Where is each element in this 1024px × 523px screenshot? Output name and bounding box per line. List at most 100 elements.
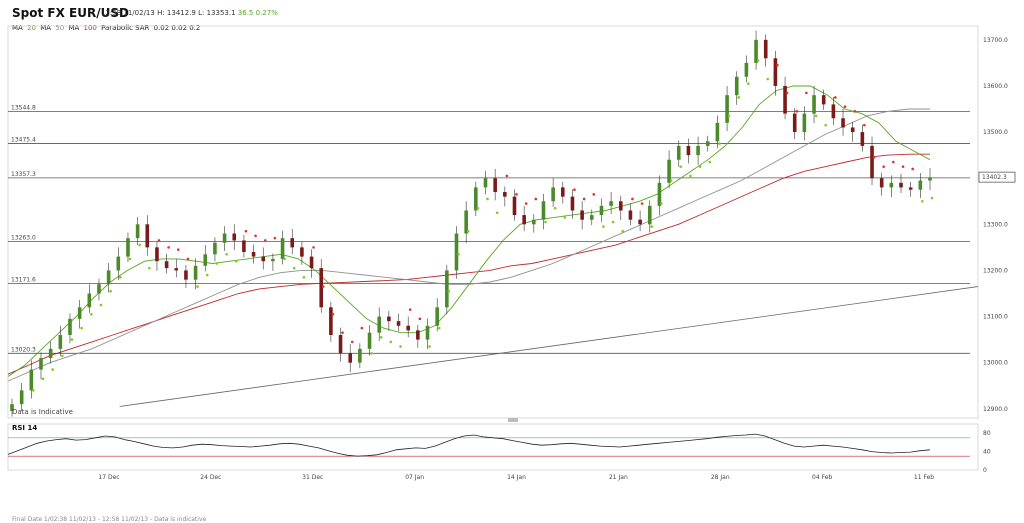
candle-body [290,238,295,248]
sar-dot [621,229,625,233]
sar-dot [234,259,238,263]
sar-dot [157,239,161,242]
candle-body [812,95,816,114]
candle-body [551,187,555,202]
sar-dot [51,368,54,371]
sar-dot [379,335,383,339]
sar-dot [109,289,112,293]
sar-dot [872,156,876,159]
level-label: 13357.3 [11,171,36,178]
sar-dot [640,202,644,205]
x-axis: 17 Dec 24 Dec 31 Dec 07 Jan 14 Jan 21 Jan 28 J… [98,474,934,481]
sar-dot [32,389,35,392]
sar-dot [273,236,277,240]
sar-dot [843,105,847,109]
sar-dot [611,220,615,224]
sar-dot [901,165,905,168]
sar-dot [863,123,866,127]
sar-dot [186,257,190,261]
candle-body [831,104,836,119]
rsi-tick-label: 80 [983,430,991,437]
candle-body [754,39,758,63]
candle-body [213,242,217,255]
sar-dot [399,345,402,348]
candle-body [251,251,256,257]
candle-body [928,177,932,181]
candle-body [638,219,642,225]
candle-body [174,268,179,271]
sar-dot [708,160,712,164]
candle-body [763,39,768,59]
stats-change: 36.5 [237,9,254,17]
sar-dot [592,193,596,196]
candle-body [522,215,526,225]
sar-dot [930,196,934,200]
sar-dot [650,225,654,228]
sar-dot [205,273,209,277]
candle-body [802,113,807,133]
candle-body [135,224,140,239]
candle-body [532,219,536,225]
candle-body [242,240,246,252]
candle-body [10,404,14,412]
candle-body [271,258,275,262]
chart-title: Spot FX EUR/USD [12,6,129,20]
candle-body [589,215,594,220]
sar-label: Parabolic SAR [101,24,150,32]
trendline [119,286,979,407]
candle-body [725,95,729,123]
y-tick-label: 13000.0 [983,360,1008,367]
sar-dot [466,229,470,233]
candle-body [406,325,410,331]
panel-resize-handle[interactable] [508,418,518,422]
rsi-line [7,433,931,457]
sar-dot [853,110,856,113]
y-tick-label: 13300.0 [983,221,1008,228]
sar-dot [292,266,296,270]
sar-dot [41,377,45,381]
sar-dot [718,142,721,145]
candle-body [97,284,101,294]
sar-dot [196,285,199,288]
candle-body [280,238,285,259]
ma100-label: MA [68,24,80,32]
sar-dot [785,91,789,95]
candle-body [184,270,188,280]
candle-body [116,256,121,271]
candle-body [696,145,700,156]
sar-values: 0.02 0.02 0.2 [153,24,201,32]
level-label: 13020.3 [11,346,36,353]
candle-body [647,205,652,225]
candle-body [609,201,613,206]
rsi-label: RSI 14 [12,424,38,432]
sar-dot [505,174,509,178]
sar-dot [447,289,451,293]
moving-averages [7,85,931,382]
sar-dot [814,114,818,118]
candle-body [744,62,749,77]
rsi-tick-label: 0 [983,467,987,474]
x-tick-label: 04 Feb [812,474,832,481]
candle-body [58,334,63,349]
candle-body [300,247,304,257]
sar-dot [486,197,489,201]
sar-dot [669,179,673,182]
sar-dot [457,252,460,256]
candle-body [783,85,787,114]
candle-body [193,265,198,280]
candle-body [676,145,681,160]
candle-body [841,118,845,128]
sar-dot [882,165,885,168]
stats-change-pct: 0.27% [255,9,278,17]
candle-body [87,293,92,308]
sar-dot [544,220,547,224]
candle-body [396,321,401,326]
rsi-chart: 0 40 80 [7,430,991,474]
sar-dot [70,338,74,341]
candle-body [387,316,391,322]
ma20-value: 20 [27,24,36,32]
sar-dot [128,257,132,261]
sar-dot [341,331,344,334]
sar-dot [476,206,480,210]
sar-dot [776,63,779,67]
